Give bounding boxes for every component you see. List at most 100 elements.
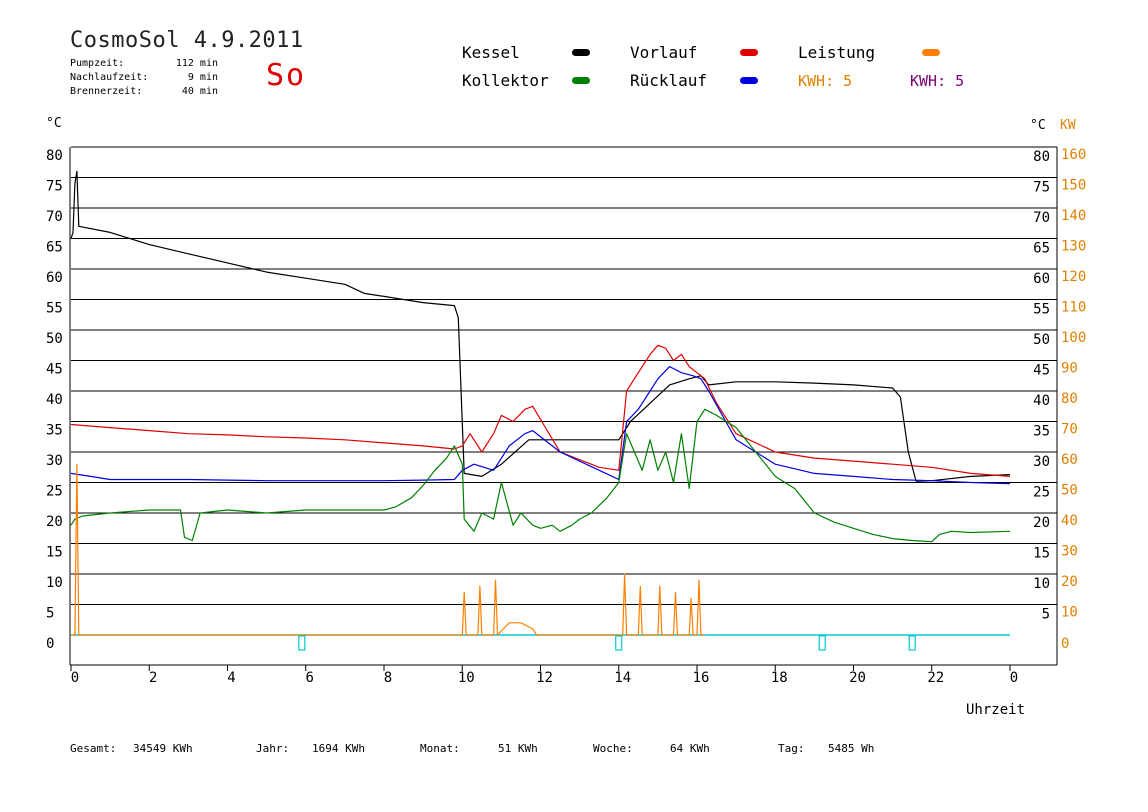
y-tick-right-c-60: 60 (1033, 271, 1050, 287)
footer-monat-value: 51 KWh (498, 742, 538, 755)
footer-gesamt-value: 34549 KWh (133, 742, 193, 755)
y-tick-right-c-25: 25 (1033, 485, 1050, 501)
x-tick-label-4: 8 (384, 670, 392, 686)
footer-tag-value: 5485 Wh (828, 742, 875, 755)
legend-swatch-ruecklauf (740, 77, 758, 84)
y-tick-right-c-50: 50 (1033, 332, 1050, 348)
series-line-kessel (70, 170, 1011, 482)
legend-swatch-vorlauf (740, 49, 758, 56)
series-line-vorlauf (70, 344, 1011, 477)
y-tick-left-65: 65 (46, 240, 63, 256)
y-tick-right-c-70: 70 (1033, 210, 1050, 226)
y-axis-unit-right-kw: KW (1060, 118, 1076, 133)
pump-marker-0 (298, 635, 306, 651)
series-line-ruecklauf (70, 366, 1011, 485)
stat-label-nachlaufzeit: Nachlaufzeit: (70, 72, 149, 83)
series-line-kollektor (70, 408, 1011, 543)
y-axis-unit-right-c: °C (1030, 118, 1046, 133)
y-tick-left-30: 30 (46, 453, 63, 469)
pump-marker-3 (908, 635, 916, 651)
y-tick-right-c-55: 55 (1033, 302, 1050, 318)
y-tick-right-kw-140: 140 (1061, 208, 1086, 224)
y-tick-right-c-5: 5 (1042, 607, 1050, 623)
chart-title: CosmoSol 4.9.2011 (70, 28, 304, 53)
kwh-orange: KWH: 5 (798, 72, 853, 90)
legend-label-ruecklauf: Rücklauf (630, 71, 708, 90)
y-tick-right-kw-90: 90 (1061, 361, 1078, 377)
y-tick-left-10: 10 (46, 575, 63, 591)
x-tick-label-8: 16 (693, 670, 710, 686)
stat-value-brennerzeit: 40 min (181, 86, 218, 97)
y-tick-right-c-35: 35 (1033, 424, 1050, 440)
pump-marker-2 (818, 635, 826, 651)
y-tick-left-70: 70 (46, 209, 63, 225)
series-line-leistung (71, 463, 705, 636)
y-tick-left-80: 80 (46, 148, 63, 164)
footer-woche-value: 64 KWh (670, 742, 710, 755)
footer-jahr-value: 1694 KWh (312, 742, 365, 755)
y-tick-left-60: 60 (46, 270, 63, 286)
y-axis-unit-left: °C (46, 116, 62, 131)
stat-label-brennerzeit: Brennerzeit: (70, 86, 143, 97)
x-tick-label-11: 22 (927, 670, 944, 686)
legend-swatch-leistung (922, 49, 940, 56)
stat-label-pumpzeit: Pumpzeit: (70, 58, 125, 69)
y-tick-right-kw-20: 20 (1061, 574, 1078, 590)
y-tick-left-75: 75 (46, 179, 63, 195)
stat-value-pumpzeit: 112 min (175, 58, 218, 69)
axes (69, 147, 1058, 671)
y-tick-left-0: 0 (46, 636, 54, 652)
y-tick-left-20: 20 (46, 514, 63, 530)
y-tick-right-kw-100: 100 (1061, 330, 1086, 346)
x-tick-label-1: 2 (149, 670, 157, 686)
y-tick-right-kw-30: 30 (1061, 544, 1078, 560)
y-tick-left-40: 40 (46, 392, 63, 408)
x-tick-label-10: 20 (849, 670, 866, 686)
y-tick-right-c-75: 75 (1033, 180, 1050, 196)
legend-swatch-kessel (572, 49, 590, 56)
legend-swatch-kollektor (572, 77, 590, 84)
legend-label-vorlauf: Vorlauf (630, 43, 698, 62)
pump-markers (298, 635, 916, 651)
y-tick-right-c-20: 20 (1033, 515, 1050, 531)
y-tick-right-c-15: 15 (1033, 546, 1050, 562)
tick-labels: 0 2 4 6 8 10 12 14 16 18 20 22 005101520253035404550… (46, 147, 1086, 686)
y-tick-right-c-30: 30 (1033, 454, 1050, 470)
y-tick-right-kw-130: 130 (1061, 239, 1086, 255)
y-tick-right-kw-80: 80 (1061, 391, 1078, 407)
y-tick-right-kw-120: 120 (1061, 269, 1086, 285)
x-tick-label-2: 4 (227, 670, 235, 686)
footer-tag-label: Tag: (778, 742, 805, 755)
legend-label-kessel: Kessel (462, 43, 520, 62)
footer-jahr-label: Jahr: (256, 742, 290, 755)
y-tick-right-c-65: 65 (1033, 241, 1050, 257)
legend-label-leistung: Leistung (798, 43, 876, 62)
x-tick-label-0: 0 (71, 670, 79, 686)
y-tick-right-kw-110: 110 (1061, 300, 1086, 316)
y-tick-right-c-45: 45 (1033, 363, 1050, 379)
series-lines (70, 170, 1011, 636)
y-tick-right-kw-0: 0 (1061, 636, 1069, 652)
y-tick-left-35: 35 (46, 423, 63, 439)
y-tick-right-c-40: 40 (1033, 393, 1050, 409)
x-tick-label-3: 6 (306, 670, 314, 686)
y-tick-right-c-10: 10 (1033, 576, 1050, 592)
y-tick-left-55: 55 (46, 301, 63, 317)
y-tick-left-25: 25 (46, 484, 63, 500)
y-tick-left-50: 50 (46, 331, 63, 347)
day-of-week: So (266, 58, 307, 93)
y-tick-right-kw-50: 50 (1061, 483, 1078, 499)
x-tick-label-6: 12 (536, 670, 553, 686)
y-tick-right-kw-150: 150 (1061, 178, 1086, 194)
footer-woche-label: Woche: (593, 742, 633, 755)
x-tick-label-12: 0 (1010, 670, 1018, 686)
y-tick-left-15: 15 (46, 545, 63, 561)
y-tick-right-kw-60: 60 (1061, 452, 1078, 468)
footer-monat-label: Monat: (420, 742, 460, 755)
y-tick-left-5: 5 (46, 606, 54, 622)
y-tick-right-c-80: 80 (1033, 149, 1050, 165)
y-tick-left-45: 45 (46, 362, 63, 378)
y-tick-right-kw-10: 10 (1061, 605, 1078, 621)
y-tick-right-kw-40: 40 (1061, 513, 1078, 529)
